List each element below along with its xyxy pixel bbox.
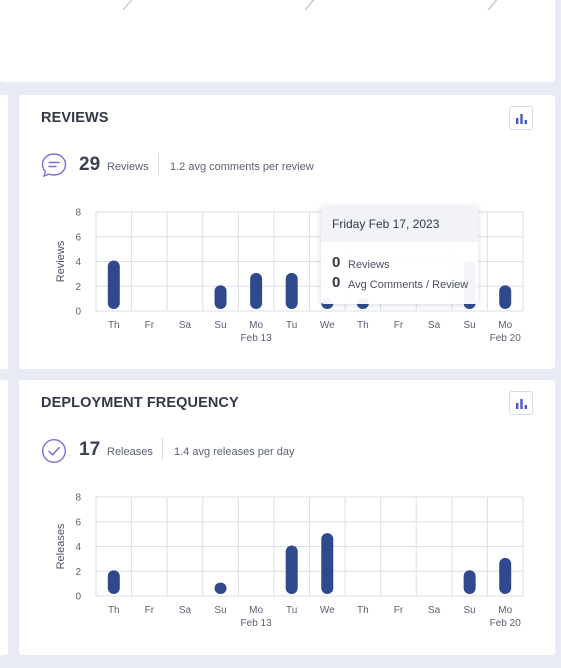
divider-slash (304, 0, 318, 10)
top-card-partial (0, 0, 555, 82)
x-tick-label: Fr (145, 605, 155, 616)
reviews-count: 29 (79, 154, 101, 175)
y-tick-label: 2 (75, 567, 81, 578)
bar (285, 545, 298, 594)
x-tick-label: Tu (286, 320, 297, 331)
bar (463, 570, 476, 594)
stat-divider (162, 438, 163, 460)
x-tick-label: Sa (179, 605, 192, 616)
deployment-frequency-card: DEPLOYMENT FREQUENCY 17 Releases 1.4 avg… (19, 380, 555, 655)
deployment-title: DEPLOYMENT FREQUENCY (41, 395, 239, 411)
left-card-edge (0, 95, 8, 369)
tooltip-reviews-value: 0 (332, 254, 341, 271)
reviews-chart-toggle-button[interactable] (509, 106, 533, 130)
x-tick-label: We (320, 320, 335, 331)
x-tick-label: Sa (428, 320, 441, 331)
y-axis-label: Releases (55, 523, 67, 569)
x-tick-sublabel: Feb 13 (241, 333, 273, 344)
x-tick-label: Sa (179, 320, 192, 331)
x-tick-label: Th (108, 320, 120, 331)
y-tick-label: 0 (75, 307, 81, 318)
stat-divider (158, 153, 159, 175)
tooltip-reviews-label: Reviews (348, 259, 390, 271)
bar-chart-icon (516, 399, 527, 409)
deployment-bar-chart: 0 2 4 6 8 Releases Th Fr Sa Su Mo Feb 13 Tu We Th Fr Sa S… (55, 493, 524, 629)
bar (214, 285, 227, 309)
x-tick-sublabel: Feb 13 (241, 618, 273, 629)
comment-icon (41, 153, 67, 178)
bar (499, 285, 512, 309)
check-circle-icon (41, 438, 67, 464)
x-tick-label: Mo (249, 320, 263, 331)
x-tick-label: Mo (498, 605, 512, 616)
x-tick-label: Fr (145, 320, 155, 331)
x-tick-label: Su (214, 605, 226, 616)
y-tick-label: 6 (75, 517, 81, 528)
x-tick-sublabel: Feb 20 (490, 333, 522, 344)
releases-count: 17 (79, 439, 101, 460)
bar (250, 272, 263, 309)
releases-avg-text: 1.4 avg releases per day (174, 446, 295, 458)
y-tick-label: 4 (75, 542, 81, 553)
x-tick-label: Fr (394, 605, 404, 616)
x-tick-label: We (320, 605, 335, 616)
bar (321, 533, 334, 594)
reviews-title: REVIEWS (41, 110, 109, 126)
divider-slash (487, 0, 501, 10)
bar (107, 570, 120, 594)
reviews-count-label: Reviews (107, 161, 149, 173)
bar (214, 582, 227, 594)
y-tick-label: 8 (75, 208, 81, 219)
deployment-chart-toggle-button[interactable] (509, 391, 533, 415)
x-tick-label: Mo (498, 320, 512, 331)
x-tick-label: Sa (428, 605, 441, 616)
x-tick-label: Su (214, 320, 226, 331)
tooltip-avg-label: Avg Comments / Review (348, 279, 469, 291)
tooltip-avg-value: 0 (332, 274, 341, 291)
reviews-avg-text: 1.2 avg comments per review (170, 161, 314, 173)
x-tick-label: Th (108, 605, 120, 616)
y-tick-label: 6 (75, 232, 81, 243)
x-tick-label: Th (357, 320, 369, 331)
x-tick-label: Tu (286, 605, 297, 616)
bar (107, 260, 120, 309)
y-axis-label: Reviews (55, 240, 67, 282)
y-tick-label: 0 (75, 592, 81, 603)
bar (499, 557, 512, 594)
releases-count-label: Releases (107, 446, 153, 458)
x-tick-label: Mo (249, 605, 263, 616)
x-tick-label: Su (464, 320, 476, 331)
tooltip-header (321, 206, 478, 242)
x-tick-label: Th (357, 605, 369, 616)
divider-slash (122, 0, 136, 10)
chart-tooltip: Friday Feb 17, 2023 0 Reviews 0 Avg Comm… (321, 206, 478, 304)
y-tick-label: 2 (75, 282, 81, 293)
x-tick-label: Fr (394, 320, 404, 331)
x-tick-sublabel: Feb 20 (490, 618, 522, 629)
x-tick-label: Su (464, 605, 476, 616)
tooltip-date: Friday Feb 17, 2023 (332, 217, 440, 231)
y-tick-label: 8 (75, 493, 81, 504)
bar-chart-icon (516, 114, 527, 124)
left-card-edge (0, 380, 8, 655)
y-tick-label: 4 (75, 257, 81, 268)
bar (285, 272, 298, 309)
